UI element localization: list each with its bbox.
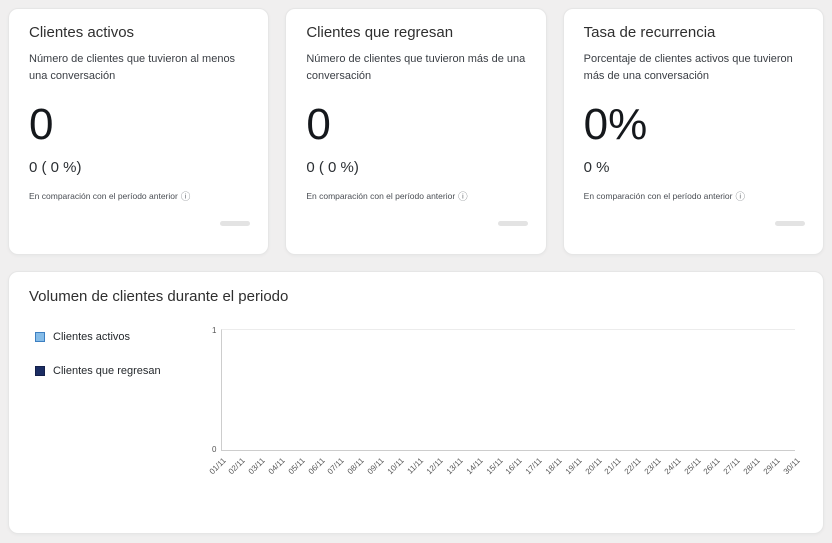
plot-area: 1 0 <box>212 326 795 454</box>
stat-comparison-value: 0 ( 0 %) <box>306 159 359 177</box>
legend-label: Clientes que regresan <box>53 365 161 377</box>
stat-value: 0% <box>583 100 648 150</box>
stat-comparison-value: 0 ( 0 %) <box>29 159 82 177</box>
stat-comparison-label: En comparación con el período anterior <box>29 191 178 202</box>
legend-swatch-icon <box>35 366 45 376</box>
plot-area-wrapper: 1 0 01/11 02/11 03/11 04/11 05/11 06/11 07/11 0… <box>207 326 802 507</box>
stat-comparison-note: En comparación con el período anterior ⓘ <box>584 189 803 203</box>
card-description: Número de clientes que tuvieron al menos… <box>29 53 236 83</box>
chart-body: Clientes activos Clientes que regresan 1… <box>29 326 803 507</box>
card-description: Número de clientes que tuvieron más de u… <box>306 53 526 83</box>
legend-swatch-icon <box>35 332 45 342</box>
card-title: Tasa de recurrencia <box>583 24 716 41</box>
y-axis-tick-label: 1 <box>212 326 217 335</box>
stat-value: 0 <box>306 100 331 150</box>
card-footer-dash <box>497 221 528 226</box>
info-icon[interactable]: ⓘ <box>735 192 746 204</box>
info-icon[interactable]: ⓘ <box>458 192 468 204</box>
chart-legend: Clientes activos Clientes que regresan <box>29 329 221 507</box>
card-description: Porcentaje de clientes activos que tuvie… <box>583 53 793 83</box>
card-title: Clientes activos <box>29 24 135 41</box>
legend-label: Clientes activos <box>53 331 131 343</box>
stat-card-tasa-de-recurrencia: Tasa de recurrencia Porcentaje de client… <box>562 8 824 255</box>
stat-comparison-label: En comparación con el período anterior <box>306 191 456 202</box>
stat-card-clientes-activos: Clientes activos Número de clientes que … <box>8 8 270 255</box>
card-footer-dash <box>774 221 805 226</box>
x-axis-labels: 01/11 02/11 03/11 04/11 05/11 06/11 07/11 08/11… <box>207 456 802 477</box>
stat-cards-row: Clientes activos Número de clientes que … <box>8 8 824 255</box>
stat-comparison-value: 0 % <box>583 159 610 177</box>
card-title: Clientes que regresan <box>306 24 454 41</box>
stat-comparison-label: En comparación con el período anterior <box>583 191 733 202</box>
stat-comparison-note: En comparación con el período anterior ⓘ <box>29 189 248 203</box>
info-icon[interactable]: ⓘ <box>180 192 191 204</box>
legend-item-clientes-activos[interactable]: Clientes activos <box>35 331 221 343</box>
stat-card-clientes-que-regresan: Clientes que regresan Número de clientes… <box>285 8 547 255</box>
volume-chart-card: Volumen de clientes durante el periodo C… <box>8 271 824 534</box>
y-axis-tick-label: 0 <box>212 445 217 454</box>
chart-title: Volumen de clientes durante el periodo <box>29 288 289 305</box>
stat-comparison-note: En comparación con el período anterior ⓘ <box>306 189 525 203</box>
legend-item-clientes-que-regresan[interactable]: Clientes que regresan <box>35 365 221 377</box>
stat-value: 0 <box>29 100 54 150</box>
card-footer-dash <box>220 221 251 226</box>
